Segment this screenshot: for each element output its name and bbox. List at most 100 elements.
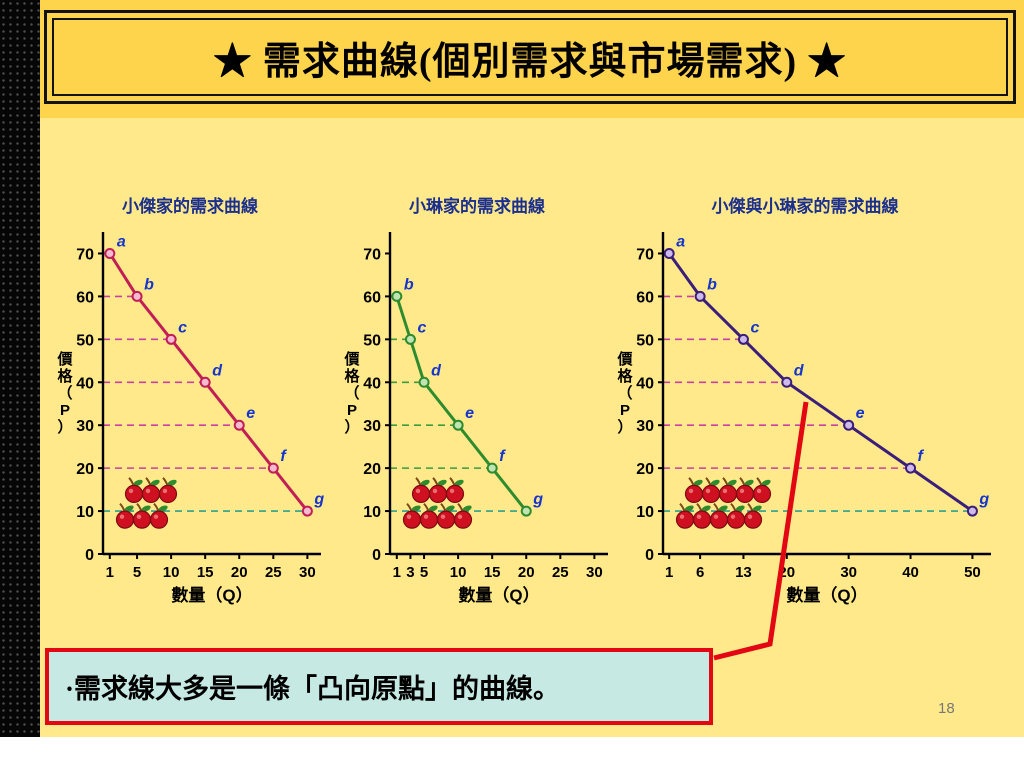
x-tick-label: 30 [299, 564, 316, 581]
y-tick-label: 20 [76, 461, 94, 478]
y-tick-label: 40 [76, 375, 94, 392]
y-axis-label-char: 價 [616, 350, 633, 368]
y-tick-label: 10 [363, 504, 381, 521]
point-label-f: f [280, 448, 287, 465]
y-tick-label: 30 [636, 418, 654, 435]
data-point-f [905, 462, 917, 474]
point-label-d: d [431, 362, 442, 379]
data-point-c [737, 333, 749, 345]
point-label-c: c [750, 319, 759, 336]
title-banner: ★ 需求曲線(個別需求與市場需求) ★ [44, 10, 1016, 104]
x-tick-label: 10 [450, 564, 467, 581]
chart-individual-demand-lin: 小琳家的需求曲線 b c d e f g 0 10 20 30 40 50 60 70 1 3 5 10 15 20 2… [332, 192, 622, 616]
x-tick-label: 6 [696, 564, 704, 581]
y-axis-label-char: P [60, 402, 70, 419]
y-axis-label-char: P [347, 402, 357, 419]
y-tick-label: 70 [76, 246, 94, 263]
data-point-f [267, 462, 279, 474]
x-tick-label: 1 [665, 564, 673, 581]
x-tick-label: 50 [964, 564, 981, 581]
data-point-d [781, 376, 793, 388]
y-tick-label: 70 [363, 246, 381, 263]
y-tick-label: 0 [85, 547, 94, 564]
page-title: ★ 需求曲線(個別需求與市場需求) ★ [213, 40, 847, 83]
data-point-b [131, 290, 143, 302]
title-banner-inner-border: ★ 需求曲線(個別需求與市場需求) ★ [52, 18, 1008, 96]
y-axis-label-char: 價 [56, 350, 73, 368]
point-label-c: c [417, 319, 426, 336]
data-point-e [233, 419, 245, 431]
y-axis-label-char: P [620, 402, 630, 419]
x-tick-label: 20 [778, 564, 795, 581]
point-label-g: g [532, 491, 543, 508]
y-tick-label: 40 [636, 375, 654, 392]
y-tick-label: 20 [636, 461, 654, 478]
y-tick-label: 60 [363, 289, 381, 306]
price-reference-dashes [390, 295, 527, 512]
y-axis-label-char: 價 [343, 350, 360, 368]
y-tick-label: 30 [363, 418, 381, 435]
decorative-dotted-strip [0, 0, 40, 737]
data-point-a [104, 247, 116, 259]
y-tick-label: 50 [76, 332, 94, 349]
x-tick-label: 25 [552, 564, 569, 581]
note-box: ·需求線大多是一條「凸向原點」的曲線。 [45, 648, 713, 725]
y-tick-label: 40 [363, 375, 381, 392]
data-point-c [404, 333, 416, 345]
x-axis-label: 數量（Q） [786, 585, 867, 605]
data-point-b [694, 290, 706, 302]
x-axis-label: 數量（Q） [458, 585, 539, 605]
chart-title: 小傑家的需求曲線 [122, 197, 258, 216]
point-label-a: a [676, 233, 685, 250]
data-point-e [452, 419, 464, 431]
point-label-e: e [246, 405, 255, 422]
apples-illustration [402, 477, 473, 529]
y-tick-label: 30 [76, 418, 94, 435]
point-label-g: g [313, 491, 324, 508]
y-axis-label-char: ） [344, 418, 359, 436]
y-axis-label-char: （ [344, 384, 359, 402]
x-tick-label: 15 [484, 564, 501, 581]
x-tick-label: 13 [735, 564, 752, 581]
y-tick-label: 0 [645, 547, 654, 564]
x-tick-label: 20 [231, 564, 248, 581]
x-tick-label: 5 [420, 564, 428, 581]
point-label-f: f [918, 448, 925, 465]
y-tick-label: 70 [636, 246, 654, 263]
x-tick-label: 3 [406, 564, 414, 581]
x-tick-label: 25 [265, 564, 282, 581]
x-tick-label: 1 [393, 564, 401, 581]
y-axis-label-char: ） [57, 418, 72, 436]
chart-individual-demand-jie: 小傑家的需求曲線 a b c d e f g 0 10 20 30 40 50 60 70 1 5 10 15 20 2… [45, 192, 335, 616]
y-tick-label: 10 [636, 504, 654, 521]
data-points: a b c d e f g [663, 233, 989, 517]
price-reference-dashes [103, 252, 308, 512]
y-axis-label-char: （ [57, 384, 72, 402]
point-label-b: b [404, 276, 414, 293]
chart-market-demand-combined: 小傑與小琳家的需求曲線 a b c d e f g 0 10 20 30 40 50 60 70 1 6 13 20… [605, 192, 1005, 616]
y-tick-label: 50 [363, 332, 381, 349]
point-label-a: a [117, 233, 126, 250]
y-axis-label-char: 格 [617, 367, 633, 385]
chart-title: 小傑與小琳家的需求曲線 [711, 197, 899, 216]
data-point-e [843, 419, 855, 431]
page-number: 18 [938, 700, 955, 717]
axes: 0 10 20 30 40 50 60 70 1 3 5 10 15 20 25 30 數量（Q） 價格（P） [343, 232, 608, 605]
y-axis-label-char: ） [617, 418, 632, 436]
y-tick-label: 50 [636, 332, 654, 349]
y-tick-label: 20 [363, 461, 381, 478]
x-tick-label: 30 [840, 564, 857, 581]
x-axis-label: 數量（Q） [171, 585, 252, 605]
y-axis-label-char: 格 [57, 367, 73, 385]
y-tick-label: 60 [636, 289, 654, 306]
x-tick-label: 15 [197, 564, 214, 581]
apples-illustration [675, 477, 772, 529]
x-tick-label: 30 [586, 564, 603, 581]
data-points: b c d e f g [391, 276, 543, 517]
point-label-e: e [465, 405, 474, 422]
x-tick-label: 10 [163, 564, 180, 581]
data-point-d [418, 376, 430, 388]
data-point-c [165, 333, 177, 345]
